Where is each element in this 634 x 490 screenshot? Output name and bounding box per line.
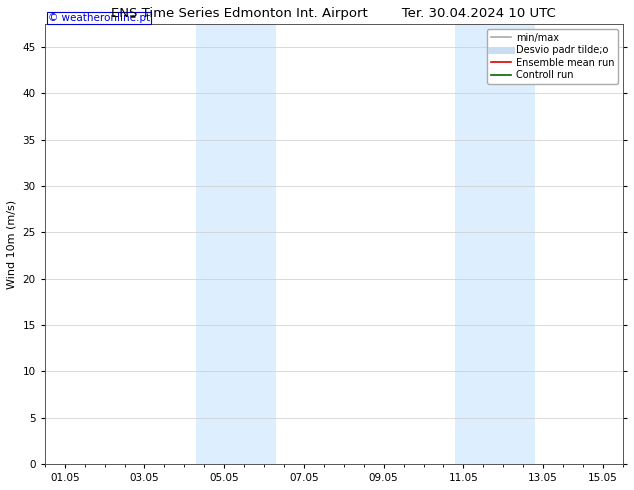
Title: ENS Time Series Edmonton Int. Airport        Ter. 30.04.2024 10 UTC: ENS Time Series Edmonton Int. Airport Te… <box>112 7 556 20</box>
Legend: min/max, Desvio padr tilde;o, Ensemble mean run, Controll run: min/max, Desvio padr tilde;o, Ensemble m… <box>488 29 618 84</box>
Bar <box>455 24 535 464</box>
Bar <box>197 24 276 464</box>
Text: © weatheronline.pt: © weatheronline.pt <box>48 13 150 23</box>
Y-axis label: Wind 10m (m/s): Wind 10m (m/s) <box>7 199 17 289</box>
